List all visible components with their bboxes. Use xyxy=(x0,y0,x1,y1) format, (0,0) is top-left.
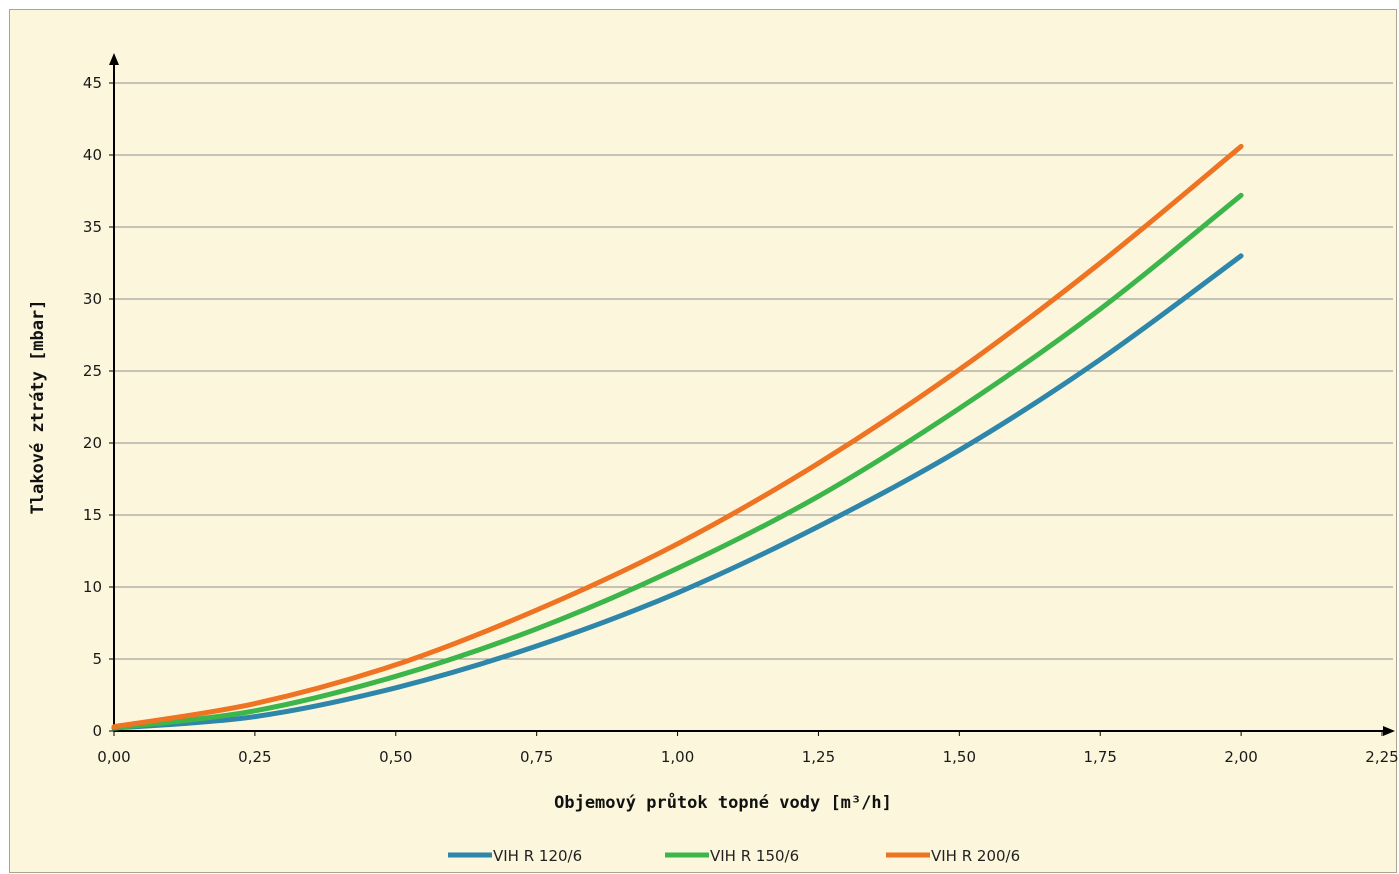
y-tick-label: 25 xyxy=(83,362,102,380)
y-tick-label: 5 xyxy=(92,650,102,668)
axes xyxy=(109,53,1395,736)
x-tick-label: 0,00 xyxy=(97,748,130,766)
legend-item: VIH R 120/6 xyxy=(448,847,582,865)
y-axis-ticks: 0 5 10 15 20 25 30 35 40 45 xyxy=(83,74,114,740)
series-line-2 xyxy=(111,192,1244,731)
series-lines xyxy=(111,143,1244,731)
y-tick-label: 20 xyxy=(83,434,102,452)
y-tick-label: 35 xyxy=(83,218,102,236)
y-axis-title: Tlakové ztráty [mbar] xyxy=(28,300,48,515)
x-tick-label: 2,25 xyxy=(1365,748,1398,766)
x-tick-label: 1,50 xyxy=(943,748,976,766)
legend: VIH R 120/6 VIH R 150/6 VIH R 200/6 xyxy=(448,847,1020,865)
legend-label: VIH R 150/6 xyxy=(710,847,799,865)
x-axis-ticks: 0,00 0,25 0,50 0,75 1,00 1,25 1,50 1,75 2,00 2,25 xyxy=(97,731,1398,766)
legend-item: VIH R 150/6 xyxy=(665,847,799,865)
y-tick-label: 45 xyxy=(83,74,102,92)
x-tick-label: 0,75 xyxy=(520,748,553,766)
y-tick-label: 15 xyxy=(83,506,102,524)
y-axis-arrow xyxy=(109,53,119,65)
y-tick-label: 10 xyxy=(83,578,102,596)
x-tick-label: 1,25 xyxy=(802,748,835,766)
x-tick-label: 1,75 xyxy=(1084,748,1117,766)
gridlines xyxy=(114,82,1393,660)
y-tick-label: 30 xyxy=(83,290,102,308)
legend-label: VIH R 200/6 xyxy=(931,847,1020,865)
x-tick-label: 0,25 xyxy=(238,748,271,766)
y-tick-label: 40 xyxy=(83,146,102,164)
x-axis-title: Objemový průtok topné vody [m³/h] xyxy=(554,791,892,813)
legend-label: VIH R 120/6 xyxy=(493,847,582,865)
series-line-3 xyxy=(111,143,1244,730)
line-chart: 0 5 10 15 20 25 30 35 40 45 0,00 0,25 0,50 0,75 1,00 1… xyxy=(28,53,1398,865)
x-tick-label: 0,50 xyxy=(379,748,412,766)
x-tick-label: 1,00 xyxy=(661,748,694,766)
x-tick-label: 2,00 xyxy=(1224,748,1257,766)
chart-frame: 0 5 10 15 20 25 30 35 40 45 0,00 0,25 0,50 0,75 1,00 1… xyxy=(9,9,1398,873)
y-tick-label: 0 xyxy=(92,722,102,740)
series-line-1 xyxy=(111,253,1244,731)
x-axis-arrow xyxy=(1383,726,1395,736)
legend-item: VIH R 200/6 xyxy=(886,847,1020,865)
